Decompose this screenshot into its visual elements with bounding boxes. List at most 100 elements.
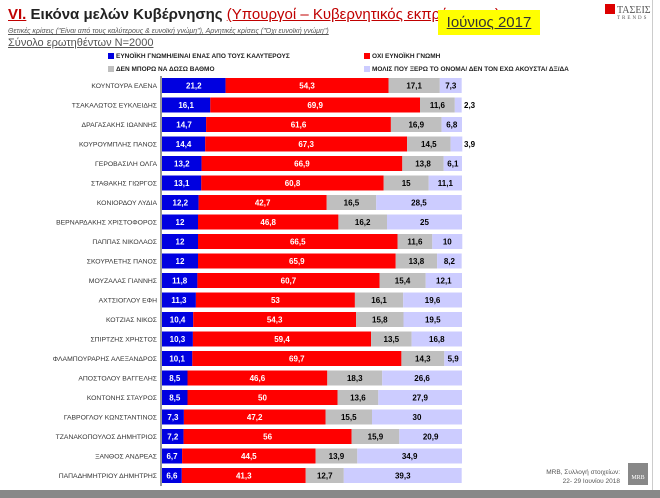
category-label: ΣΠΙΡΤΖΗΣ ΧΡΗΣΤΟΣ [90,337,157,344]
bar-segment [327,370,383,386]
category-label: ΓΕΡΟΒΑΣΙΛΗ ΟΛΓΑ [95,161,157,168]
data-label: 27,9 [412,394,428,403]
bar-segment [206,117,391,132]
bar-segment [162,292,196,308]
data-label: 14,3 [415,355,431,364]
data-label: 6,8 [446,121,458,130]
data-label: 67,3 [298,140,314,149]
bar-segment [187,390,338,405]
bar-segment [162,312,194,327]
bar-segment [315,448,358,464]
bar-segment [388,78,440,93]
bar-segment [444,351,462,366]
bar-segment [376,195,462,210]
bar-segment [201,156,403,171]
category-label: ΦΛΑΜΠΟΥΡΑΡΗΣ ΑΛΕΞΑΝΔΡΟΣ [53,356,157,363]
data-label: 60,7 [281,277,297,286]
category-label: ΤΣΑΚΑΛΩΤΟΣ ΕΥΚΛΕΙΔΗΣ [72,103,157,110]
bar-segment [425,273,462,288]
data-label: 17,1 [406,82,422,91]
data-label: 12,2 [173,199,189,208]
data-label: 54,3 [267,316,283,325]
category-label: ΚΟΝΤΟΝΗΣ ΣΤΑΥΡΟΣ [87,395,157,402]
category-label: ΒΕΡΝΑΡΔΑΚΗΣ ΧΡΙΣΤΟΦΟΡΟΣ [56,220,157,227]
bar-segment [305,468,344,483]
data-label: 7,3 [445,82,457,91]
data-label: 16,9 [408,121,424,130]
bar-segment [162,409,184,425]
bar-segment [162,156,202,171]
logo-text: ΤΑΣΕΙΣ [617,5,651,16]
bar-segment [395,253,438,269]
data-label: 53 [271,296,280,305]
data-label: 66,9 [294,160,310,169]
data-label: 42,7 [255,199,271,208]
data-label: 14,5 [421,140,437,149]
data-label: 15,9 [368,433,384,442]
data-label: 12,7 [317,472,333,481]
logo-mark-icon [605,4,615,14]
bar-segment [420,97,455,113]
category-label: ΓΑΒΡΟΓΛΟΥ ΚΩΝΣΤΑΝΤΙΝΟΣ [64,415,157,422]
data-label: 65,9 [289,257,305,266]
legend-swatch [364,66,370,72]
source-line: MRB, Συλλογή στοιχείων: [546,469,620,476]
bar-segment [162,195,199,210]
data-label: 14,7 [176,121,192,130]
title-subtitle: (Υπουργοί – Κυβερνητικός εκπρόσωπος) [226,6,500,23]
legend-swatch [108,53,114,59]
data-label: 11,1 [438,179,454,188]
bar-segment [443,156,462,171]
sample-size: Σύνολο ερωτηθέντων Ν=2000 [8,37,154,49]
data-label: 15,5 [341,413,357,422]
legend-label: ΔΕΝ ΜΠΟΡΩ ΝΑ ΔΩΣΩ ΒΑΘΜΟ [116,66,215,73]
data-label: 16,1 [371,296,387,305]
data-label: 11,3 [171,296,187,305]
bar-segment [326,195,377,210]
bar-segment [356,312,404,327]
data-label: 8,5 [169,374,181,383]
bar-segment [454,97,462,113]
bar-segment [162,390,188,405]
bar-segment [162,331,193,347]
bar-segment [428,175,462,191]
data-label: 69,7 [289,355,305,364]
bar-segment [407,136,451,152]
bar-segment [378,390,462,405]
category-label: ΑΧΤΣΙΟΓΛΟΥ ΕΦΗ [99,298,157,305]
bar-segment [437,253,462,269]
data-label: 21,2 [186,82,202,91]
bar-segment [372,409,462,425]
bar-segment [162,234,198,249]
bar-segment [379,273,426,288]
data-label: 12 [176,218,185,227]
data-label: 13,6 [350,394,366,403]
bar-segment [338,214,387,230]
bar-segment [401,351,445,366]
data-label: 19,6 [425,296,441,305]
bar-segment [439,78,462,93]
month-badge: Ιούνιος 2017 [438,10,540,35]
bar-segment [162,214,198,230]
category-label: ΣΤΑΘΑΚΗΣ ΓΙΩΡΓΟΣ [91,181,157,188]
bar-segment [162,78,226,93]
data-label: 15 [402,179,411,188]
data-label: 2,3 [464,101,476,110]
legend-swatch [364,53,370,59]
legend-label: ΕΥΝΟΪΚΗ ΓΝΩΜΗ/ΕΙΝΑΙ ΕΝΑΣ ΑΠΟ ΤΟΥΣ ΚΑΛΥΤΕ… [116,53,290,60]
legend-swatch [108,66,114,72]
section-number: VI. [8,6,27,23]
bar-segment [198,195,327,210]
data-label: 18,3 [347,374,363,383]
data-label: 10,4 [170,316,186,325]
bar-segment [387,214,462,230]
bar-segment [162,468,182,483]
data-label: 30 [413,413,422,422]
bar-segment [192,331,372,347]
data-label: 13,2 [174,160,190,169]
data-label: 6,1 [447,160,459,169]
category-label: ΠΑΠΠΑΣ ΝΙΚΟΛΑΟΣ [92,239,157,246]
bar-segment [354,292,404,308]
bar-segment [198,234,398,249]
bar-segment [403,292,462,308]
